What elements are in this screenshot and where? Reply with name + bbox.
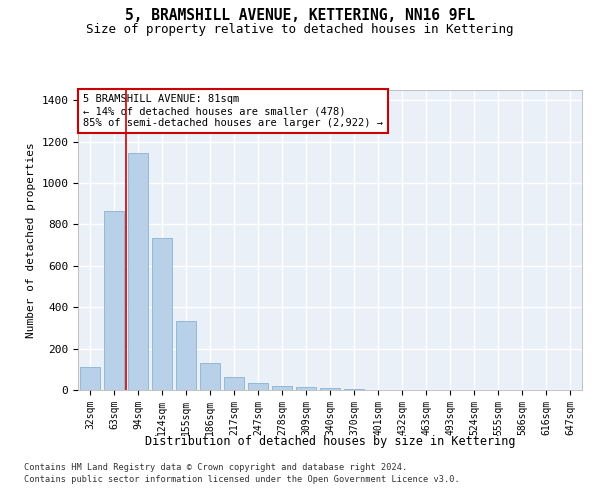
Text: Contains public sector information licensed under the Open Government Licence v3: Contains public sector information licen… <box>24 475 460 484</box>
Bar <box>344 389 364 390</box>
Bar <box>80 367 100 390</box>
Bar <box>296 387 316 390</box>
Bar <box>200 363 220 390</box>
Text: 5 BRAMSHILL AVENUE: 81sqm
← 14% of detached houses are smaller (478)
85% of semi: 5 BRAMSHILL AVENUE: 81sqm ← 14% of detac… <box>83 94 383 128</box>
Bar <box>224 376 244 390</box>
Bar <box>272 386 292 390</box>
Text: Distribution of detached houses by size in Kettering: Distribution of detached houses by size … <box>145 435 515 448</box>
Text: 5, BRAMSHILL AVENUE, KETTERING, NN16 9FL: 5, BRAMSHILL AVENUE, KETTERING, NN16 9FL <box>125 8 475 22</box>
Bar <box>320 388 340 390</box>
Y-axis label: Number of detached properties: Number of detached properties <box>26 142 36 338</box>
Text: Contains HM Land Registry data © Crown copyright and database right 2024.: Contains HM Land Registry data © Crown c… <box>24 464 407 472</box>
Bar <box>128 153 148 390</box>
Bar <box>152 238 172 390</box>
Text: Size of property relative to detached houses in Kettering: Size of property relative to detached ho… <box>86 22 514 36</box>
Bar <box>248 383 268 390</box>
Bar <box>104 211 124 390</box>
Bar <box>176 320 196 390</box>
